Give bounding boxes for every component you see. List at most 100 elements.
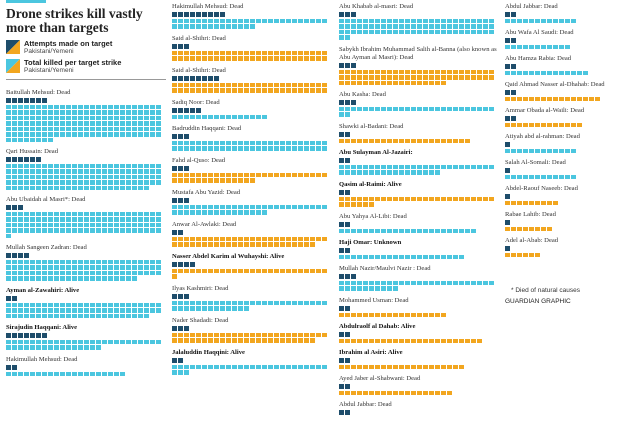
killed-square bbox=[471, 338, 476, 343]
killed-square bbox=[72, 345, 77, 350]
attempts-grid bbox=[339, 384, 499, 390]
killed-square bbox=[381, 196, 386, 201]
killed-square bbox=[36, 259, 41, 264]
killed-square bbox=[60, 185, 65, 190]
killed-square bbox=[72, 121, 77, 126]
killed-square bbox=[48, 222, 53, 227]
attempt-square bbox=[178, 294, 183, 299]
killed-grid bbox=[172, 140, 332, 152]
attempt-square bbox=[12, 253, 17, 258]
killed-square bbox=[387, 286, 392, 291]
killed-square bbox=[232, 146, 237, 151]
killed-square bbox=[268, 332, 273, 337]
killed-square bbox=[72, 132, 77, 137]
killed-square bbox=[132, 217, 137, 222]
killed-square bbox=[24, 121, 29, 126]
attempt-square bbox=[339, 248, 344, 253]
killed-square bbox=[375, 18, 380, 23]
target-name: Rabae Lahib: Dead bbox=[505, 211, 556, 218]
killed-square bbox=[184, 172, 189, 177]
killed-square bbox=[381, 286, 386, 291]
killed-square bbox=[84, 132, 89, 137]
killed-square bbox=[523, 18, 528, 23]
killed-square bbox=[78, 132, 83, 137]
killed-grid bbox=[339, 312, 499, 319]
killed-square bbox=[435, 24, 440, 29]
target-name: Haji Omar: Unknown bbox=[339, 239, 402, 246]
killed-square bbox=[483, 164, 488, 169]
killed-square bbox=[589, 96, 594, 101]
killed-square bbox=[48, 276, 53, 281]
killed-square bbox=[268, 172, 273, 177]
attempt-square bbox=[339, 63, 344, 68]
killed-square bbox=[114, 270, 119, 275]
killed-square bbox=[429, 196, 434, 201]
killed-square bbox=[96, 276, 101, 281]
killed-square bbox=[90, 371, 95, 376]
killed-square bbox=[363, 228, 368, 233]
killed-square bbox=[244, 242, 249, 247]
killed-square bbox=[453, 29, 458, 34]
killed-square bbox=[126, 180, 131, 185]
killed-square bbox=[375, 254, 380, 259]
killed-square bbox=[322, 300, 327, 305]
killed-square bbox=[202, 306, 207, 311]
killed-square bbox=[66, 121, 71, 126]
killed-square bbox=[322, 268, 327, 273]
killed-square bbox=[226, 300, 231, 305]
killed-square bbox=[220, 338, 225, 343]
killed-square bbox=[54, 110, 59, 115]
killed-square bbox=[304, 82, 309, 87]
attempt-square bbox=[18, 157, 23, 162]
killed-square bbox=[184, 56, 189, 61]
killed-square bbox=[316, 146, 321, 151]
killed-square bbox=[178, 338, 183, 343]
killed-square bbox=[471, 164, 476, 169]
killed-square bbox=[250, 24, 255, 29]
killed-square bbox=[571, 148, 576, 153]
killed-square bbox=[256, 18, 261, 23]
killed-square bbox=[339, 228, 344, 233]
killed-square bbox=[190, 82, 195, 87]
killed-square bbox=[144, 185, 149, 190]
killed-square bbox=[90, 313, 95, 318]
killed-square bbox=[208, 338, 213, 343]
killed-square bbox=[345, 228, 350, 233]
killed-square bbox=[18, 265, 23, 270]
killed-square bbox=[351, 338, 356, 343]
killed-square bbox=[184, 300, 189, 305]
killed-square bbox=[72, 228, 77, 233]
killed-square bbox=[84, 110, 89, 115]
killed-square bbox=[274, 50, 279, 55]
killed-square bbox=[375, 29, 380, 34]
killed-square bbox=[411, 254, 416, 259]
killed-square bbox=[393, 390, 398, 395]
killed-square bbox=[72, 185, 77, 190]
killed-square bbox=[238, 236, 243, 241]
killed-square bbox=[286, 236, 291, 241]
killed-square bbox=[447, 75, 452, 80]
killed-square bbox=[232, 88, 237, 93]
killed-square bbox=[78, 228, 83, 233]
killed-square bbox=[60, 217, 65, 222]
attempt-square bbox=[190, 262, 195, 267]
target-name: Qasim al-Raimi: Alive bbox=[339, 181, 402, 188]
killed-square bbox=[196, 178, 201, 183]
killed-square bbox=[345, 196, 350, 201]
killed-square bbox=[90, 265, 95, 270]
target-entry: Nader Shadadi: Dead bbox=[172, 317, 332, 344]
killed-square bbox=[535, 226, 540, 231]
killed-square bbox=[60, 174, 65, 179]
killed-square bbox=[435, 164, 440, 169]
killed-square bbox=[84, 104, 89, 109]
attempt-square bbox=[345, 384, 350, 389]
killed-square bbox=[292, 204, 297, 209]
killed-square bbox=[178, 306, 183, 311]
killed-square bbox=[375, 138, 380, 143]
killed-square bbox=[387, 312, 392, 317]
killed-square bbox=[138, 265, 143, 270]
killed-square bbox=[108, 185, 113, 190]
killed-square bbox=[244, 24, 249, 29]
killed-square bbox=[250, 210, 255, 215]
killed-square bbox=[399, 280, 404, 285]
